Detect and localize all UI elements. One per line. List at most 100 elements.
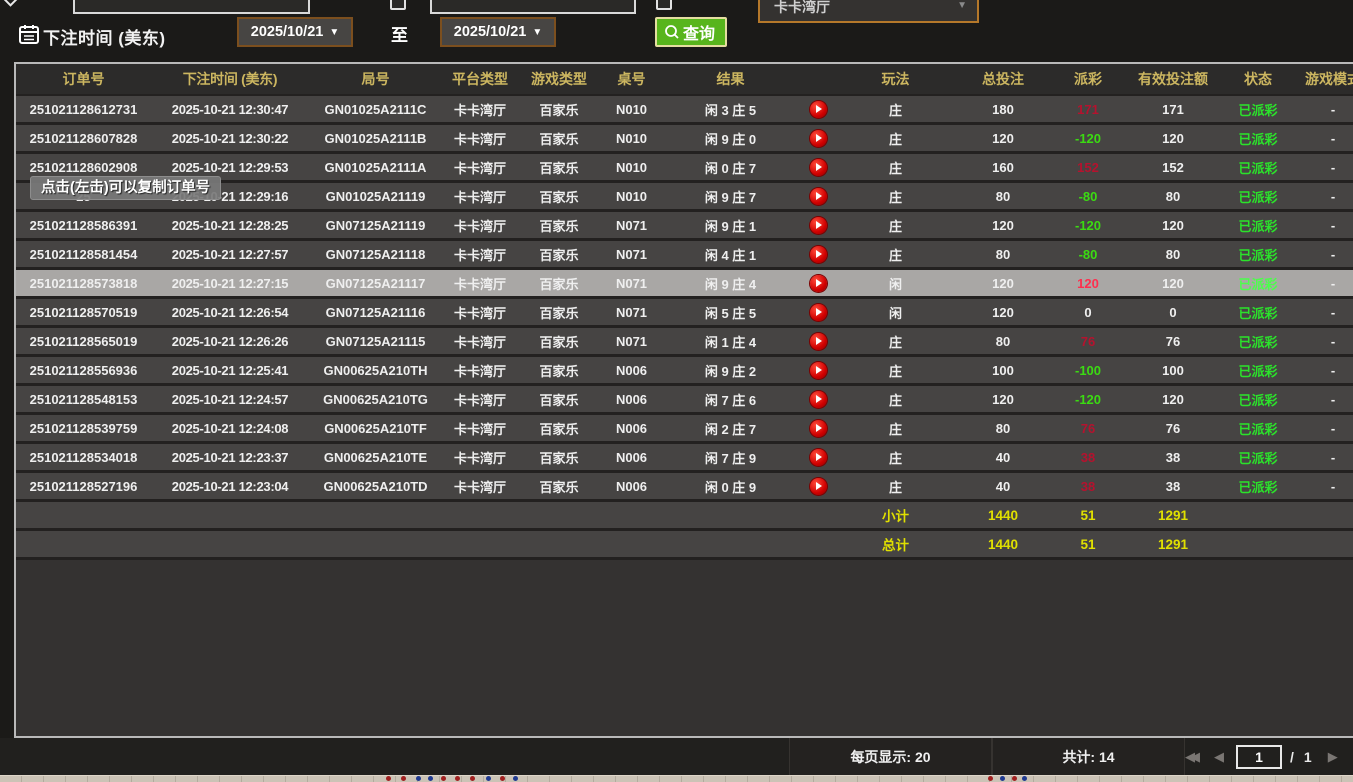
payout-cell: -120: [1074, 130, 1102, 146]
first-page-button[interactable]: ◀◀: [1185, 749, 1200, 764]
table-row[interactable]: 251021128534018 2025-10-21 12:23:37 GN0062…: [16, 444, 1353, 473]
replay-video-icon[interactable]: [809, 216, 827, 234]
order-id-cell[interactable]: 251021128586391: [29, 217, 138, 233]
play-type-cell: 庄: [888, 392, 902, 408]
table-no-cell: N010: [615, 130, 648, 146]
replay-video-icon[interactable]: [809, 390, 827, 408]
top-calendar-small-icon[interactable]: [390, 0, 406, 10]
result-cell: 闲 7 庄 6: [704, 392, 757, 408]
replay-icon-cell: [798, 245, 838, 263]
subtotal-row-play: 小计: [882, 509, 909, 524]
total-bet-cell: 80: [995, 333, 1011, 349]
roadmap-dot: [441, 776, 446, 781]
orders-table: 订单号 下注时间 (美东) 局号 平台类型 游戏类型 桌号 结果 玩法 总投注 派彩 有效投注额 状态…: [14, 62, 1353, 738]
table-no-cell: N071: [615, 275, 648, 291]
replay-video-icon[interactable]: [809, 477, 827, 495]
bet-time-cell: 2025-10-21 12:30:22: [171, 130, 289, 146]
header-platform: 平台类型: [452, 71, 508, 87]
order-id-cell[interactable]: 251021128607828: [29, 130, 138, 146]
replay-video-icon[interactable]: [809, 274, 827, 292]
order-id-cell[interactable]: 251021128534018: [29, 449, 138, 465]
page-number-input[interactable]: 1: [1236, 744, 1282, 769]
order-id-cell[interactable]: 251021128602908: [29, 159, 138, 175]
date-from-select[interactable]: 2025/10/21 ▼: [237, 17, 353, 47]
bet-time-cell: 2025-10-21 12:25:41: [171, 362, 289, 378]
table-row[interactable]: 251021128556936 2025-10-21 12:25:41 GN0062…: [16, 357, 1353, 386]
table-row[interactable]: 251021128602908 2025-10-21 12:29:53 GN0102…: [16, 154, 1353, 183]
date-range-to-label: 至: [391, 26, 408, 45]
table-row[interactable]: 251021128612731 2025-10-21 12:30:47 GN0102…: [16, 96, 1353, 125]
replay-video-icon[interactable]: [809, 129, 827, 147]
table-row[interactable]: 251021128586391 2025-10-21 12:28:25 GN0712…: [16, 212, 1353, 241]
replay-icon-cell: [798, 100, 838, 118]
prev-page-button[interactable]: ◀: [1214, 749, 1224, 764]
order-id-cell[interactable]: 251021128548153: [29, 391, 138, 407]
page-separator: /: [1290, 748, 1294, 765]
next-page-button[interactable]: ▶: [1327, 749, 1338, 764]
status-cell: 已派彩: [1238, 218, 1278, 234]
table-no-cell: N071: [615, 246, 648, 262]
round-id-cell: GN00625A210TE: [323, 449, 428, 465]
play-type-cell: 庄: [888, 218, 902, 234]
grand-total-row: 总计 1440 51 1291: [16, 531, 1353, 560]
payout-cell: 38: [1080, 449, 1096, 465]
order-id-cell[interactable]: 251021128539759: [29, 420, 138, 436]
order-id-cell[interactable]: 251021128570519: [29, 304, 138, 320]
order-id-cell[interactable]: 251021128581454: [29, 246, 138, 262]
table-row[interactable]: 251021128573818 2025-10-21 12:27:15 GN0712…: [16, 270, 1353, 299]
play-type-cell: 庄: [888, 479, 902, 495]
game-type-cell: 百家乐: [539, 131, 579, 147]
order-id-cell[interactable]: 251021128556936: [29, 362, 138, 378]
platform-cell: 卡卡湾厅: [453, 479, 506, 495]
table-row[interactable]: 251021128565019 2025-10-21 12:26:26 GN0712…: [16, 328, 1353, 357]
result-cell: 闲 1 庄 4: [704, 334, 757, 350]
search-button[interactable]: 查询: [655, 17, 728, 47]
bet-time-cell: 2025-10-21 12:27:57: [171, 246, 289, 262]
table-row[interactable]: 251021128527196 2025-10-21 12:23:04 GN0062…: [16, 473, 1353, 502]
replay-video-icon[interactable]: [809, 187, 827, 205]
total-bet-cell: 120: [992, 304, 1014, 320]
bet-time-cell: 2025-10-21 12:29:53: [171, 159, 289, 175]
date-to-select[interactable]: 2025/10/21 ▼: [440, 17, 556, 47]
subtotal-row-payout: 51: [1080, 507, 1096, 523]
round-id-cell: GN01025A2111B: [324, 130, 427, 146]
game-mode-cell: -: [1330, 362, 1336, 378]
collapse-caret-icon[interactable]: [1, 0, 20, 7]
status-cell: 已派彩: [1238, 479, 1278, 495]
top-input-right[interactable]: [430, 0, 636, 14]
table-row[interactable]: 251021128607828 2025-10-21 12:30:22 GN0102…: [16, 125, 1353, 154]
replay-video-icon[interactable]: [809, 245, 827, 263]
valid-bet-cell: 76: [1165, 420, 1181, 436]
play-type-cell: 闲: [888, 276, 902, 292]
chevron-down-icon: ▼: [329, 26, 340, 38]
table-row[interactable]: 251021128570519 2025-10-21 12:26:54 GN0712…: [16, 299, 1353, 328]
valid-bet-cell: 76: [1165, 333, 1181, 349]
valid-bet-cell: 120: [1162, 391, 1184, 407]
table-row[interactable]: 252025-10-21 12:29:16GN01025A21119卡卡湾厅百家…: [16, 183, 1353, 212]
replay-video-icon[interactable]: [809, 303, 827, 321]
order-id-cell[interactable]: 251021128573818: [29, 275, 138, 291]
order-id-cell[interactable]: 251021128565019: [29, 333, 138, 349]
roadmap-dot: [513, 776, 518, 781]
top-input-left[interactable]: [73, 0, 310, 14]
replay-video-icon[interactable]: [809, 419, 827, 437]
replay-video-icon[interactable]: [809, 448, 827, 466]
replay-video-icon[interactable]: [809, 100, 827, 118]
table-row[interactable]: 251021128539759 2025-10-21 12:24:08 GN0062…: [16, 415, 1353, 444]
top-calendar-small-icon-2[interactable]: [656, 0, 672, 10]
replay-video-icon[interactable]: [809, 332, 827, 350]
table-no-cell: N010: [615, 101, 648, 117]
order-id-cell[interactable]: 251021128612731: [29, 101, 138, 117]
table-row[interactable]: 251021128581454 2025-10-21 12:27:57 GN0712…: [16, 241, 1353, 270]
payout-cell: 76: [1080, 333, 1096, 349]
chevron-down-icon: ▼: [957, 0, 967, 11]
replay-video-icon[interactable]: [809, 158, 827, 176]
result-cell: 闲 7 庄 9: [704, 450, 757, 466]
replay-icon-cell: [798, 274, 838, 292]
table-row[interactable]: 251021128548153 2025-10-21 12:24:57 GN0062…: [16, 386, 1353, 415]
order-id-cell[interactable]: 251021128527196: [29, 478, 138, 494]
replay-video-icon[interactable]: [809, 361, 827, 379]
result-cell: 闲 5 庄 5: [704, 305, 757, 321]
subtotal-row-total_bet: 1440: [987, 507, 1019, 523]
room-dropdown[interactable]: 卡卡湾厅 ▼: [758, 0, 979, 23]
